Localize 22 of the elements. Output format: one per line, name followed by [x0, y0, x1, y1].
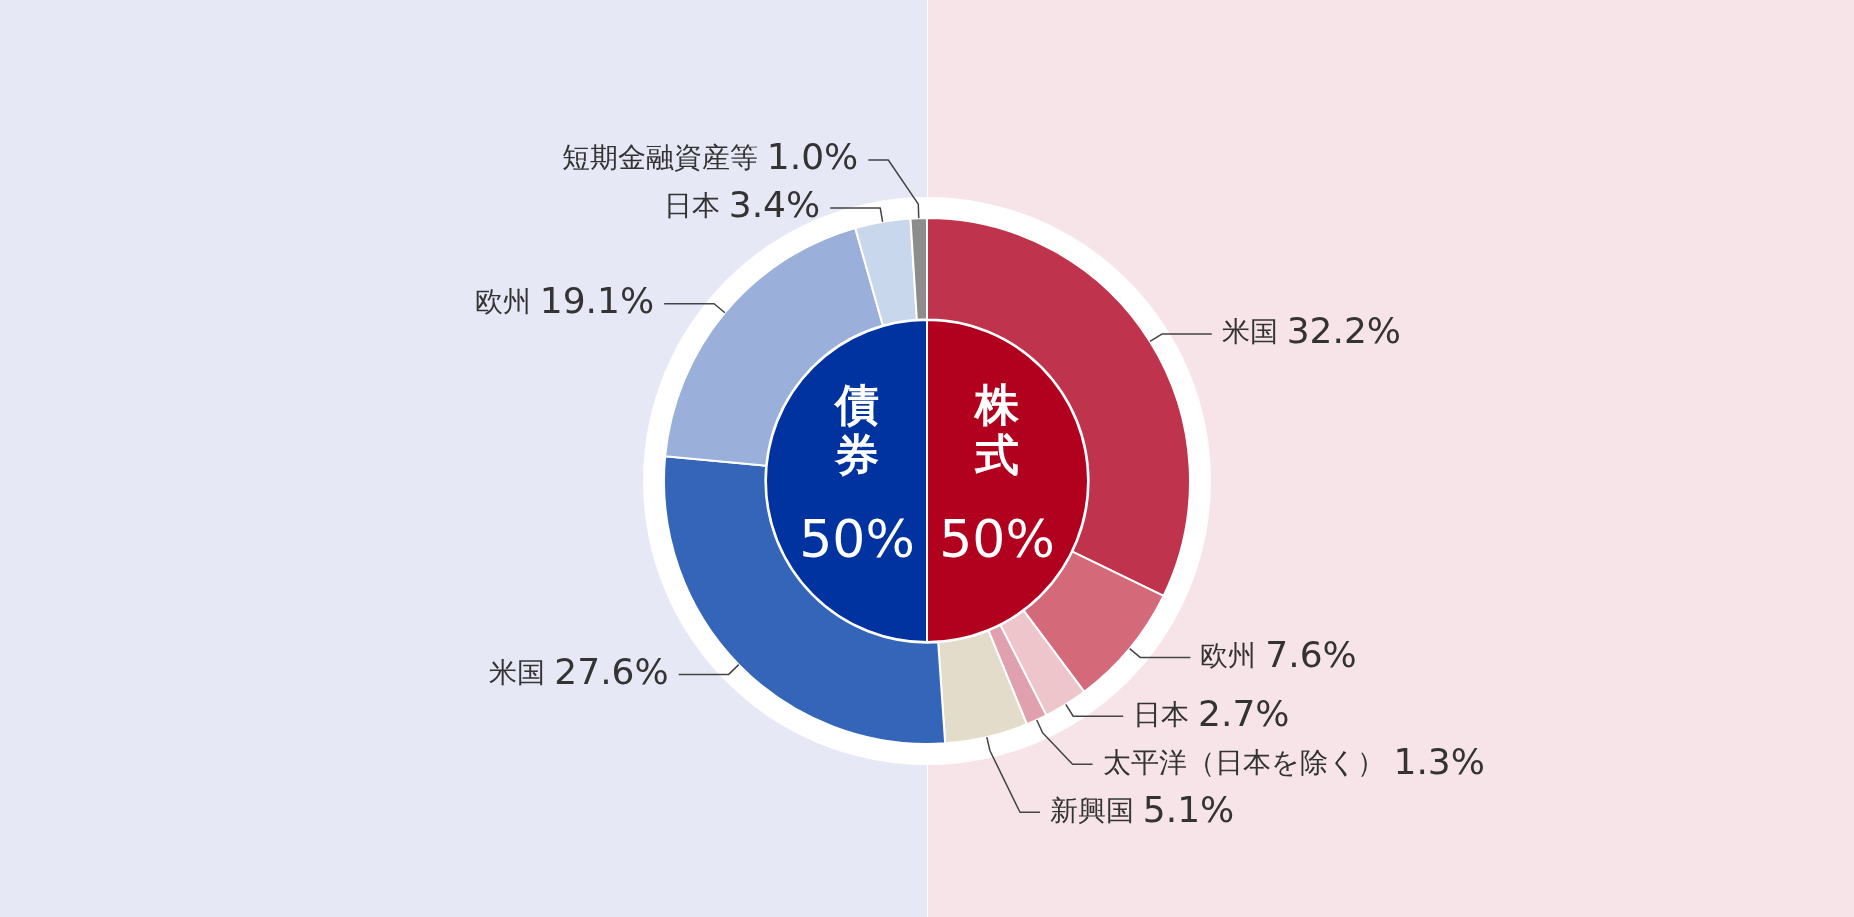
- slice-label: 日本: [663, 189, 729, 223]
- data-label: 3.4%: [728, 184, 821, 226]
- slice-label: 米国: [489, 655, 555, 689]
- slice-label: 債券: [833, 379, 879, 481]
- data-label: 32.2%: [1286, 310, 1402, 352]
- data-label: 1.0%: [766, 136, 859, 178]
- slice-label: 株式: [973, 379, 1020, 481]
- data-label: 19.1%: [539, 280, 655, 322]
- slice-label: 短期金融資産等: [561, 141, 767, 175]
- slice-label: 欧州: [474, 285, 540, 319]
- slice-label: 日本: [1133, 697, 1199, 731]
- data-label: 50%: [799, 508, 915, 569]
- data-label: 7.6%: [1265, 633, 1357, 675]
- slice-label: 欧州: [1200, 638, 1266, 672]
- data-label: 50%: [939, 508, 1055, 569]
- data-label: 27.6%: [554, 650, 669, 692]
- slice-label: 米国: [1221, 315, 1287, 349]
- data-label: 2.7%: [1198, 692, 1290, 734]
- data-label: 5.1%: [1142, 788, 1235, 830]
- data-label: 1.3%: [1393, 740, 1485, 782]
- slice-label: 新興国: [1049, 793, 1143, 827]
- slice-label: 太平洋（日本を除く）: [1102, 745, 1394, 779]
